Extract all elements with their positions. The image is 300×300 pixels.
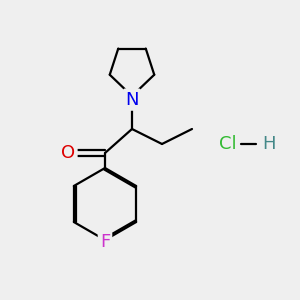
- Text: Cl: Cl: [219, 135, 237, 153]
- Text: F: F: [100, 233, 110, 251]
- Text: O: O: [61, 144, 76, 162]
- Text: H: H: [262, 135, 275, 153]
- Text: N: N: [125, 91, 139, 109]
